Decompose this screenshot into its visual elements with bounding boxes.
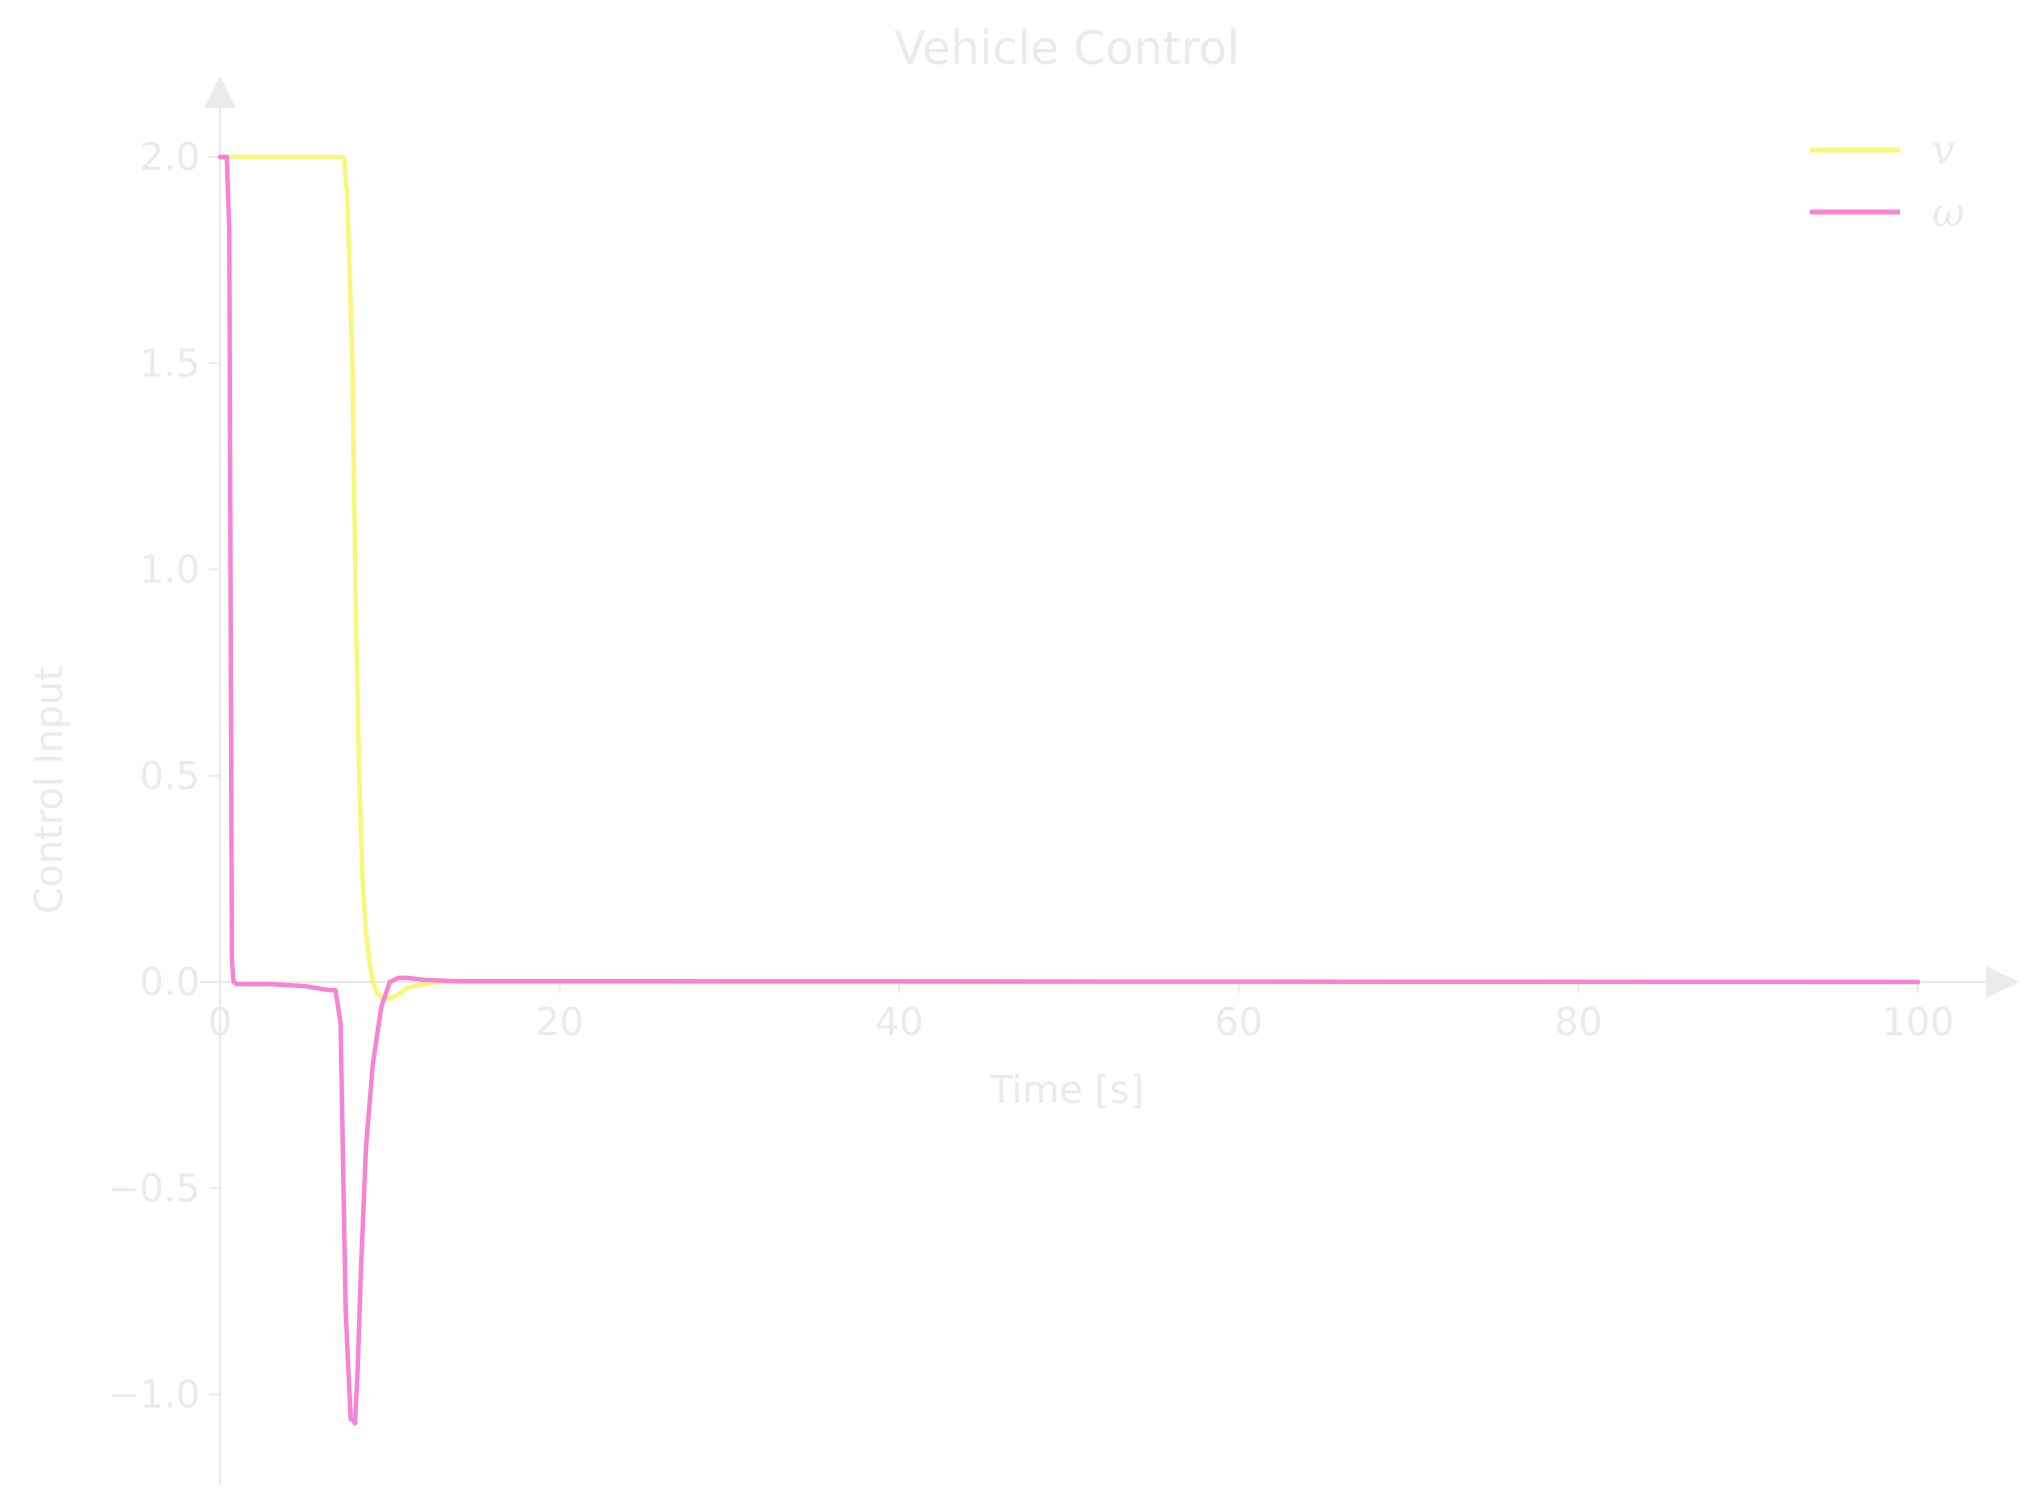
y-tick-label: −0.5	[108, 1166, 200, 1210]
y-tick-label: 1.5	[140, 341, 200, 385]
x-tick-label: 0	[208, 1000, 232, 1044]
series-layer	[217, 154, 1921, 1426]
axes: 0 20 40 60 80 100 −1.0 −0.5 0.0 0.5 1.0 1.5 2.0	[108, 76, 2020, 1485]
y-tick-label: 2.0	[140, 135, 200, 179]
y-axis-arrow	[204, 76, 236, 108]
y-axis-label: Control Input	[27, 666, 71, 914]
x-tick-label: 20	[535, 1000, 583, 1044]
x-tick-label: 40	[875, 1000, 923, 1044]
series-line-v	[217, 154, 1921, 1001]
x-tick-label: 60	[1215, 1000, 1263, 1044]
y-tick-label: 1.0	[140, 548, 200, 592]
y-tick-label: 0.5	[140, 754, 200, 798]
series-line-omega	[217, 154, 1921, 1426]
legend-entry-label: v	[1932, 128, 1955, 174]
x-tick-label: 80	[1554, 1000, 1602, 1044]
legend: vω	[1810, 128, 1965, 236]
y-tick-label: −1.0	[108, 1373, 200, 1417]
x-tick-label: 100	[1882, 1000, 1955, 1044]
x-axis-label: Time [s]	[989, 1068, 1145, 1112]
chart-title: Vehicle Control	[894, 21, 1239, 75]
legend-entry-label: ω	[1932, 190, 1965, 236]
x-axis-arrow	[1986, 966, 2020, 998]
y-tick-label: 0.0	[140, 960, 200, 1004]
